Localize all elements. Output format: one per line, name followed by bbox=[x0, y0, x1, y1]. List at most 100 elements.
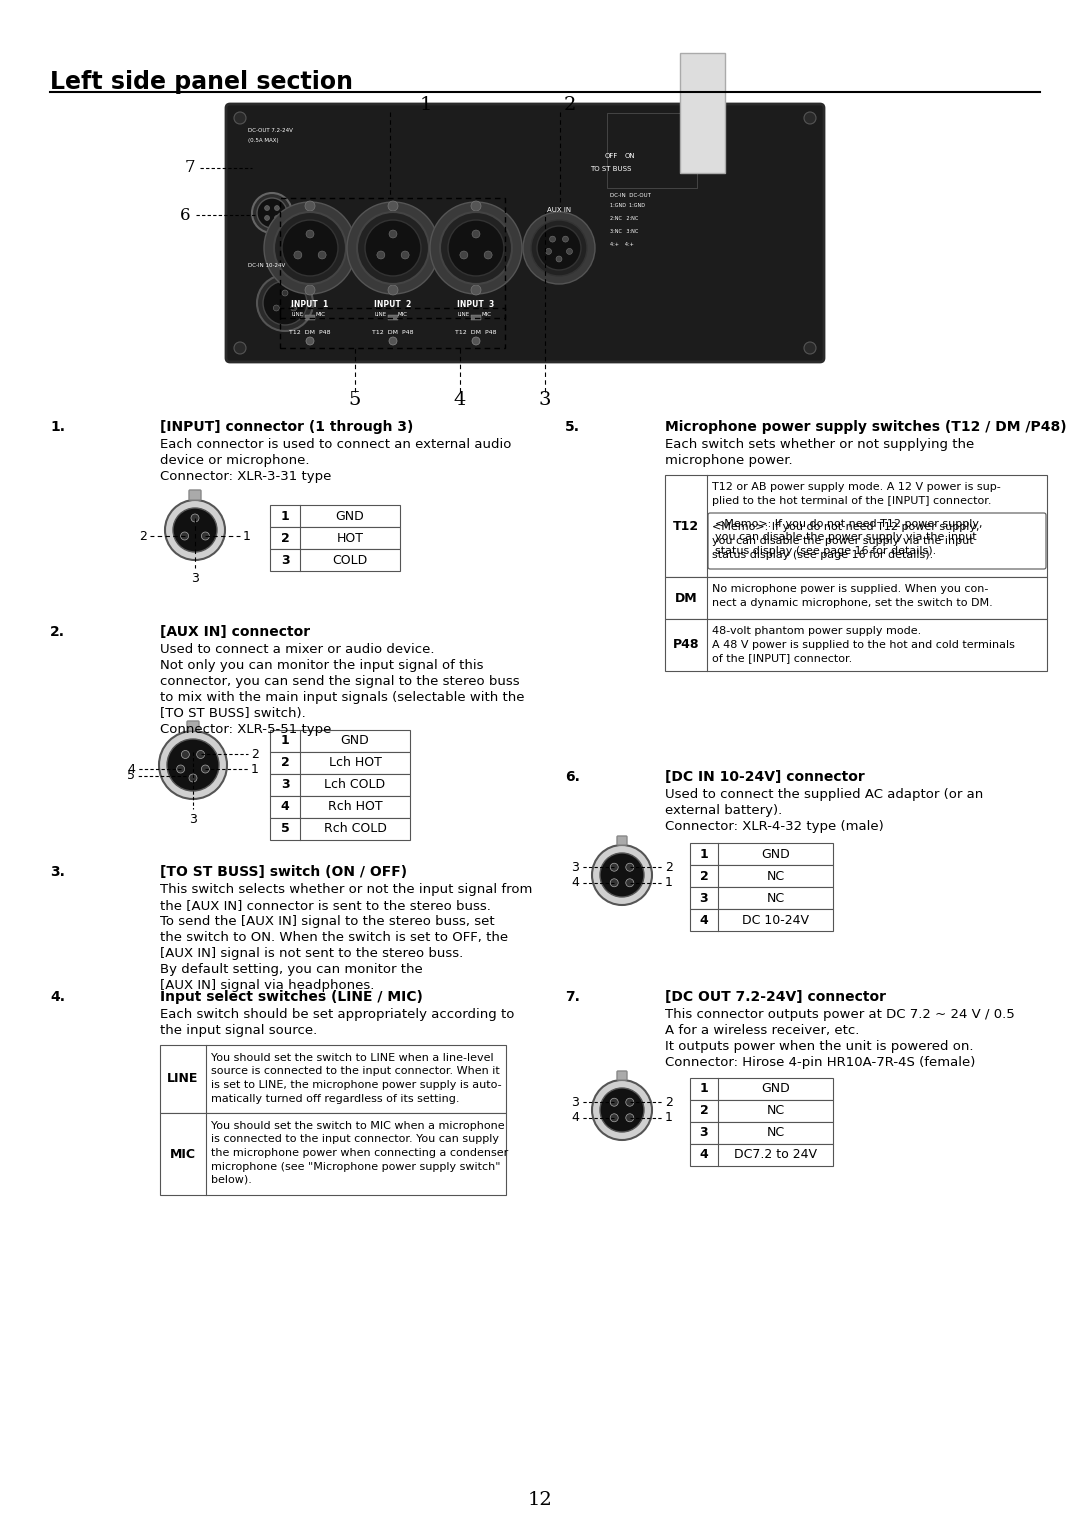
Text: the [AUX IN] connector is sent to the stereo buss.: the [AUX IN] connector is sent to the st… bbox=[160, 899, 491, 911]
Circle shape bbox=[264, 203, 356, 294]
Circle shape bbox=[201, 532, 210, 539]
Circle shape bbox=[448, 219, 504, 276]
Circle shape bbox=[347, 203, 438, 294]
Text: Lch HOT: Lch HOT bbox=[328, 756, 381, 770]
Text: the switch to ON. When the switch is set to OFF, the: the switch to ON. When the switch is set… bbox=[160, 931, 508, 943]
Text: Each connector is used to connect an external audio: Each connector is used to connect an ext… bbox=[160, 437, 511, 451]
Circle shape bbox=[625, 1099, 634, 1106]
Text: <Memo>: If you do not need T12 power supply,: <Memo>: If you do not need T12 power sup… bbox=[715, 520, 983, 529]
Text: DC 10-24V: DC 10-24V bbox=[742, 913, 809, 927]
Circle shape bbox=[357, 212, 429, 283]
Text: 2: 2 bbox=[665, 1096, 673, 1109]
Text: 2: 2 bbox=[700, 870, 708, 882]
Circle shape bbox=[610, 879, 618, 887]
Bar bbox=[305, 315, 315, 320]
Text: T12  DM  P48: T12 DM P48 bbox=[289, 331, 330, 335]
Text: 1: 1 bbox=[420, 96, 432, 114]
Bar bbox=[680, 53, 725, 174]
Circle shape bbox=[471, 201, 481, 210]
Bar bbox=[665, 619, 1047, 671]
Text: 2: 2 bbox=[139, 529, 147, 543]
Text: 4: 4 bbox=[571, 1111, 579, 1125]
Text: Left side panel section: Left side panel section bbox=[50, 70, 353, 94]
Text: 6: 6 bbox=[179, 206, 190, 224]
Circle shape bbox=[159, 732, 227, 799]
Text: DM: DM bbox=[675, 591, 698, 605]
Circle shape bbox=[191, 514, 199, 523]
Text: NC: NC bbox=[767, 870, 784, 882]
Circle shape bbox=[389, 337, 397, 344]
Text: 4: 4 bbox=[281, 800, 289, 814]
Circle shape bbox=[592, 1081, 652, 1140]
Bar bbox=[388, 315, 399, 320]
Text: 1: 1 bbox=[281, 509, 289, 523]
Text: Each switch should be set appropriately according to: Each switch should be set appropriately … bbox=[160, 1007, 514, 1021]
Circle shape bbox=[556, 256, 562, 262]
Bar bbox=[270, 527, 400, 549]
Text: 1: 1 bbox=[281, 735, 289, 747]
Text: [AUX IN] connector: [AUX IN] connector bbox=[160, 625, 310, 639]
Text: 2: 2 bbox=[281, 756, 289, 770]
Text: DC7.2 to 24V: DC7.2 to 24V bbox=[734, 1149, 816, 1161]
Text: 4.: 4. bbox=[50, 991, 65, 1004]
Circle shape bbox=[550, 236, 555, 242]
Circle shape bbox=[265, 215, 270, 221]
Text: 1.: 1. bbox=[50, 421, 65, 434]
Text: 2: 2 bbox=[281, 532, 289, 544]
Text: This switch selects whether or not the input signal from: This switch selects whether or not the i… bbox=[160, 882, 532, 896]
Circle shape bbox=[592, 844, 652, 905]
Circle shape bbox=[252, 194, 292, 233]
Circle shape bbox=[600, 1088, 644, 1132]
Circle shape bbox=[234, 341, 246, 354]
Text: external battery).: external battery). bbox=[665, 805, 782, 817]
Circle shape bbox=[545, 248, 552, 255]
Text: 4: 4 bbox=[700, 1149, 708, 1161]
Text: By default setting, you can monitor the: By default setting, you can monitor the bbox=[160, 963, 422, 975]
Bar bbox=[690, 1100, 833, 1122]
FancyBboxPatch shape bbox=[617, 1071, 627, 1081]
Text: <Memo>: If you do not need T12 power supply,: <Memo>: If you do not need T12 power sup… bbox=[712, 523, 980, 532]
Text: nect a dynamic microphone, set the switch to DM.: nect a dynamic microphone, set the switc… bbox=[712, 597, 993, 608]
Circle shape bbox=[197, 750, 204, 759]
Circle shape bbox=[388, 201, 399, 210]
Circle shape bbox=[306, 337, 314, 344]
Text: 1: 1 bbox=[700, 1082, 708, 1096]
Text: 4: 4 bbox=[700, 913, 708, 927]
Text: microphone power.: microphone power. bbox=[665, 454, 793, 466]
Circle shape bbox=[265, 206, 270, 210]
Text: NC: NC bbox=[767, 892, 784, 905]
Circle shape bbox=[377, 251, 384, 259]
Circle shape bbox=[440, 212, 512, 283]
Text: 3: 3 bbox=[700, 1126, 708, 1140]
Text: you can disable the power supply via the input: you can disable the power supply via the… bbox=[715, 532, 976, 543]
Text: microphone (see "Microphone power supply switch": microphone (see "Microphone power supply… bbox=[211, 1161, 500, 1172]
Text: (0.5A MAX): (0.5A MAX) bbox=[248, 139, 279, 143]
Circle shape bbox=[625, 879, 634, 887]
Text: INPUT  2: INPUT 2 bbox=[375, 300, 411, 309]
Text: AUX IN: AUX IN bbox=[546, 207, 571, 213]
FancyBboxPatch shape bbox=[617, 837, 627, 844]
Text: 3: 3 bbox=[281, 779, 289, 791]
Bar bbox=[471, 315, 481, 320]
Circle shape bbox=[625, 1114, 634, 1122]
Text: is set to LINE, the microphone power supply is auto-: is set to LINE, the microphone power sup… bbox=[211, 1081, 501, 1090]
Text: 2: 2 bbox=[251, 748, 259, 760]
Text: GND: GND bbox=[761, 1082, 789, 1096]
Bar bbox=[270, 751, 410, 774]
Text: You should set the switch to MIC when a microphone: You should set the switch to MIC when a … bbox=[211, 1122, 504, 1131]
Text: [TO ST BUSS] switch (ON / OFF): [TO ST BUSS] switch (ON / OFF) bbox=[160, 866, 407, 879]
Text: Microphone power supply switches (T12 / DM /P48): Microphone power supply switches (T12 / … bbox=[665, 421, 1067, 434]
Text: 1: 1 bbox=[665, 1111, 673, 1125]
Bar bbox=[665, 475, 1047, 578]
Text: [AUX IN] signal is not sent to the stereo buss.: [AUX IN] signal is not sent to the stere… bbox=[160, 946, 463, 960]
Text: Connector: XLR-4-32 type (male): Connector: XLR-4-32 type (male) bbox=[665, 820, 883, 834]
Circle shape bbox=[563, 236, 568, 242]
Text: LINE: LINE bbox=[167, 1073, 199, 1085]
Text: MIC: MIC bbox=[315, 312, 325, 317]
Circle shape bbox=[389, 230, 397, 238]
Text: 1: 1 bbox=[251, 762, 259, 776]
Text: 3.: 3. bbox=[50, 866, 65, 879]
Text: MIC: MIC bbox=[399, 312, 408, 317]
Text: NC: NC bbox=[767, 1105, 784, 1117]
Text: T12: T12 bbox=[673, 520, 699, 532]
